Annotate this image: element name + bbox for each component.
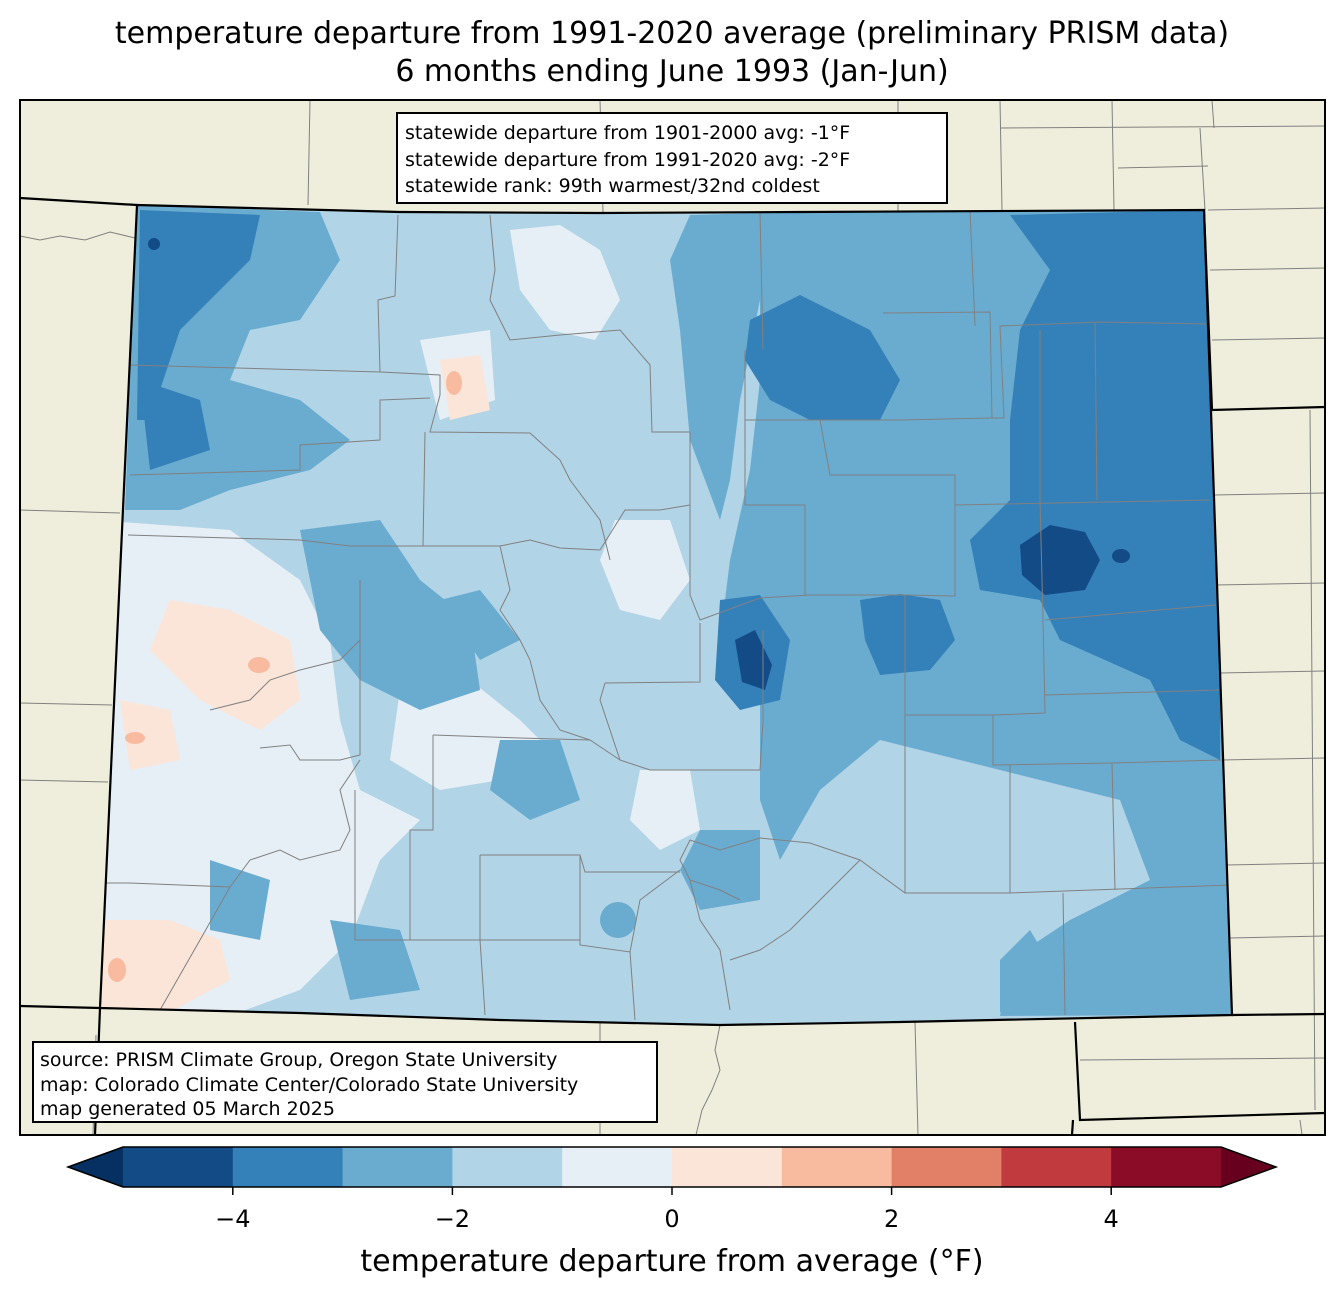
colorbar-tick-label: 4 <box>1103 1205 1119 1233</box>
colorbar-tick-label: 2 <box>883 1205 900 1233</box>
colorbar-bin-9 <box>1111 1147 1222 1187</box>
colorbar <box>65 1146 1279 1195</box>
stats-departure-1901-2000: statewide departure from 1901-2000 avg: … <box>405 122 851 144</box>
colorado-temperature-field <box>100 205 1232 1025</box>
colorbar-bin-1 <box>232 1147 344 1187</box>
generated-date-line: map generated 05 March 2025 <box>40 1098 335 1120</box>
band-minus4-to-minus3 <box>137 210 1220 760</box>
stats-departure-1991-2020: statewide departure from 1991-2020 avg: … <box>405 148 851 171</box>
county-boundaries <box>100 209 1231 1021</box>
colorbar-label: temperature departure from average (°F) <box>360 1244 984 1279</box>
band-plus1-to-plus2 <box>108 371 462 982</box>
statewide-stats-box: statewide departure from 1901-2000 avg: … <box>396 112 948 204</box>
map-subtitle: 6 months ending June 1993 (Jan-Jun) <box>395 54 949 89</box>
colorbar-bin-6 <box>781 1147 893 1187</box>
stats-rank: statewide rank: 99th warmest/32nd coldes… <box>405 175 820 197</box>
source-credit-box: source: PRISM Climate Group, Oregon Stat… <box>32 1041 658 1123</box>
colorbar-bin-7 <box>891 1147 1002 1187</box>
colorbar-bin-8 <box>1001 1147 1112 1187</box>
source-line: source: PRISM Climate Group, Oregon Stat… <box>40 1049 558 1071</box>
colorado-border <box>98 203 1234 1027</box>
colorbar-tick-label: 0 <box>664 1205 680 1233</box>
neighbor-county-lines <box>20 100 1325 1135</box>
band-0-to-plus1 <box>100 355 490 1012</box>
map-frame <box>20 100 1325 1135</box>
colorbar-bin-4 <box>562 1147 673 1187</box>
colorbar-bin-5 <box>672 1147 783 1187</box>
map-credit-line: map: Colorado Climate Center/Colorado St… <box>40 1073 579 1096</box>
map-title: temperature departure from 1991-2020 ave… <box>114 16 1230 51</box>
colorbar-bin-2 <box>342 1147 453 1187</box>
colorbar-tick-label: −2 <box>434 1205 471 1233</box>
colorbar-outline <box>65 1146 1279 1188</box>
map-border <box>19 99 1326 1136</box>
colorbar-tick-label: −4 <box>215 1205 251 1233</box>
colorbar-bin-3 <box>452 1147 563 1187</box>
colorbar-bin-0 <box>123 1147 234 1187</box>
colorbar-under-arrow <box>68 1147 123 1187</box>
colorbar-over-arrow <box>1221 1147 1276 1187</box>
